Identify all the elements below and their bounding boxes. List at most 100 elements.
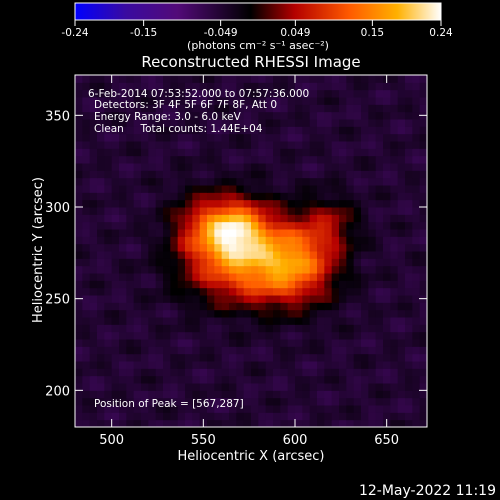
heatmap-cell: [331, 397, 340, 406]
heatmap-cell: [309, 353, 318, 362]
heatmap-cell: [229, 390, 237, 399]
colorbar: [74, 2, 442, 21]
peak-position-label: Position of Peak = [567,287]: [94, 398, 244, 410]
heatmap-cell: [185, 126, 193, 135]
heatmap-cell: [97, 405, 105, 413]
heatmap-cell: [258, 89, 267, 98]
heatmap-cell: [265, 412, 274, 421]
heatmap-cell: [111, 295, 120, 303]
heatmap-cell: [295, 221, 303, 230]
heatmap-cell: [126, 192, 135, 201]
heatmap-cell: [346, 317, 355, 325]
heatmap-cell: [75, 405, 83, 413]
heatmap-cell: [339, 251, 347, 259]
heatmap-cell: [170, 170, 179, 179]
heatmap-cell: [397, 397, 406, 406]
heatmap-cell: [97, 273, 105, 281]
heatmap-cell: [163, 375, 171, 384]
heatmap-cell: [265, 89, 274, 98]
heatmap-cell: [280, 419, 289, 427]
heatmap-cell: [119, 185, 127, 193]
heatmap-cell: [287, 185, 296, 193]
heatmap-cell: [383, 302, 391, 311]
heatmap-cell: [280, 97, 289, 105]
heatmap-cell: [317, 221, 325, 230]
heatmap-cell: [89, 119, 98, 127]
heatmap-cell: [412, 302, 421, 311]
heatmap-cell: [111, 141, 120, 149]
heatmap-cell: [221, 339, 230, 347]
heatmap-cell: [419, 148, 427, 157]
heatmap-cell: [236, 236, 245, 245]
heatmap-cell: [148, 317, 157, 325]
heatmap-cell: [302, 155, 311, 164]
heatmap-cell: [258, 236, 267, 245]
heatmap-cell: [243, 229, 252, 237]
heatmap-cell: [185, 177, 193, 186]
heatmap-cell: [221, 258, 230, 267]
heatmap-cell: [148, 243, 157, 252]
heatmap-cell: [229, 126, 237, 135]
heatmap-cell: [287, 368, 296, 377]
heatmap-cell: [287, 133, 296, 142]
heatmap-cell: [265, 199, 274, 208]
heatmap-cell: [397, 236, 406, 245]
heatmap-cell: [207, 243, 215, 252]
heatmap-cell: [126, 390, 135, 399]
heatmap-cell: [170, 104, 179, 113]
heatmap-cell: [251, 185, 259, 193]
heatmap-cell: [133, 155, 142, 164]
heatmap-cell: [251, 251, 259, 259]
heatmap-cell: [375, 126, 384, 135]
heatmap-cell: [419, 324, 427, 333]
heatmap-cell: [126, 236, 135, 245]
heatmap-cell: [412, 148, 421, 157]
heatmap-cell: [339, 119, 347, 127]
heatmap-cell: [405, 163, 413, 171]
heatmap-cell: [280, 375, 289, 384]
heatmap-cell: [405, 221, 413, 230]
heatmap-cell: [368, 390, 377, 399]
heatmap-cell: [236, 155, 245, 164]
heatmap-cell: [353, 170, 362, 179]
heatmap-cell: [111, 339, 120, 347]
heatmap-cell: [419, 163, 427, 171]
heatmap-cell: [163, 353, 171, 362]
heatmap-cell: [133, 273, 142, 281]
heatmap-cell: [390, 192, 399, 201]
heatmap-cell: [243, 295, 252, 303]
heatmap-cell: [419, 258, 427, 267]
heatmap-cell: [273, 97, 281, 105]
heatmap-cell: [368, 405, 377, 413]
heatmap-cell: [163, 309, 171, 318]
heatmap-cell: [243, 236, 252, 245]
heatmap-cell: [192, 361, 201, 369]
heatmap-cell: [317, 111, 325, 120]
heatmap-cell: [155, 75, 164, 83]
heatmap-cell: [265, 207, 274, 215]
heatmap-cell: [75, 163, 83, 171]
heatmap-cell: [185, 287, 193, 296]
heatmap-cell: [243, 207, 252, 215]
heatmap-cell: [214, 163, 223, 171]
heatmap-cell: [163, 287, 171, 296]
heatmap-cell: [339, 412, 347, 421]
heatmap-cell: [353, 82, 362, 91]
heatmap-cell: [229, 199, 237, 208]
heatmap-cell: [119, 155, 127, 164]
heatmap-cell: [89, 89, 98, 98]
heatmap-cell: [390, 346, 399, 355]
heatmap-cell: [258, 331, 267, 340]
heatmap-cell: [163, 368, 171, 377]
heatmap-cell: [361, 273, 369, 281]
heatmap-cell: [309, 104, 318, 113]
heatmap-cell: [287, 412, 296, 421]
heatmap-cell: [75, 119, 83, 127]
heatmap-cell: [331, 339, 340, 347]
heatmap-cell: [251, 170, 259, 179]
heatmap-cell: [199, 89, 208, 98]
heatmap-cell: [111, 419, 120, 427]
heatmap-cell: [251, 214, 259, 223]
heatmap-cell: [221, 111, 230, 120]
heatmap-cell: [236, 97, 245, 105]
